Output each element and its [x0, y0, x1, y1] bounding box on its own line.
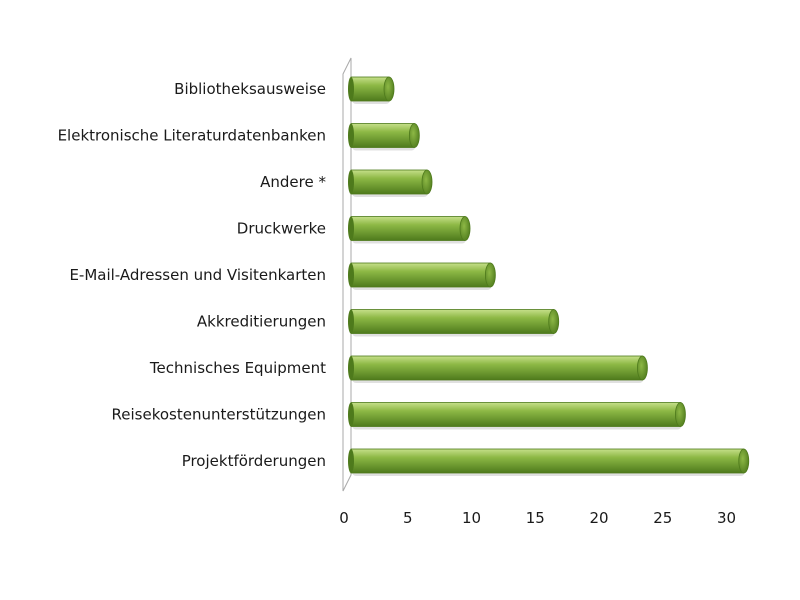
bar: [348, 123, 420, 151]
bar: [348, 402, 686, 430]
bar-body: [350, 355, 643, 381]
bar-end-cap: [637, 355, 648, 381]
bar: [348, 76, 395, 104]
bar-end-cap: [408, 123, 420, 148]
category-label: Projektförderungen: [182, 452, 326, 470]
bar: [348, 216, 471, 244]
x-tick-label: 5: [403, 509, 413, 527]
x-tick-label: 15: [526, 509, 545, 527]
bar-end-cap: [459, 216, 471, 241]
bar-base-cap: [348, 123, 354, 148]
bar-base-cap: [348, 449, 354, 473]
axis-wall: [342, 57, 352, 492]
bar-end-cap: [484, 262, 496, 288]
category-label: Technisches Equipment: [149, 359, 326, 377]
bar-base-cap: [348, 356, 354, 380]
bar-base-cap: [348, 402, 354, 427]
x-tick-labels: 0 5 10 15 20 25 30: [339, 509, 736, 527]
axis-wall-outline: [342, 57, 352, 492]
category-label: Andere *: [260, 173, 326, 191]
bar-base-cap: [348, 263, 354, 287]
x-tick-label: 0: [339, 509, 349, 527]
category-label: Reisekostenunterstützungen: [112, 406, 326, 424]
bar-base-cap: [348, 216, 354, 241]
bar-body: [350, 402, 681, 427]
bar: [348, 355, 648, 383]
bar: [348, 448, 750, 476]
bar-end-cap: [383, 76, 395, 102]
category-label: Elektronische Literaturdatenbanken: [58, 127, 326, 145]
bar-body: [350, 123, 415, 148]
category-labels: Bibliotheksausweise Elektronische Literat…: [58, 80, 327, 470]
bar-body: [350, 448, 745, 474]
x-tick-label: 10: [462, 509, 481, 527]
category-label: Bibliotheksausweise: [174, 80, 326, 98]
bar-body: [350, 169, 428, 195]
bar-end-cap: [548, 309, 560, 334]
bar-base-cap: [348, 309, 354, 334]
bar-end-cap: [421, 169, 433, 195]
bars: [348, 76, 750, 476]
bar: [348, 262, 496, 290]
bar-body: [350, 76, 390, 102]
bar-base-cap: [348, 77, 354, 101]
category-label: E-Mail-Adressen und Visitenkarten: [69, 266, 326, 284]
x-tick-label: 20: [589, 509, 608, 527]
category-label: Druckwerke: [237, 220, 326, 238]
bar-body: [350, 262, 491, 288]
bar: [348, 309, 560, 337]
x-tick-label: 30: [717, 509, 736, 527]
category-label: Akkreditierungen: [197, 313, 326, 331]
x-tick-label: 25: [653, 509, 672, 527]
bar: [348, 169, 433, 197]
bar-body: [350, 309, 555, 334]
bar-end-cap: [675, 402, 686, 427]
bar-body: [350, 216, 466, 241]
bar-end-cap: [738, 448, 750, 474]
bar-base-cap: [348, 170, 354, 194]
